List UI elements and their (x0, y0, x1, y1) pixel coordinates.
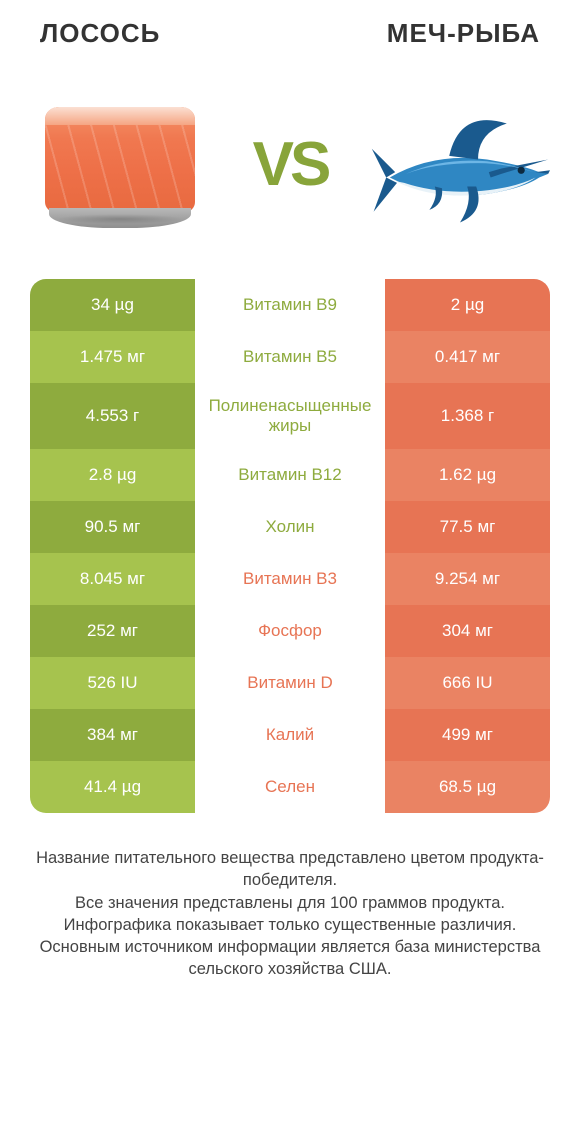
swordfish-icon (370, 89, 550, 239)
footer-notes: Название питательного вещества представл… (20, 847, 560, 981)
table-row: 41.4 µgСелен68.5 µg (30, 761, 550, 813)
nutrient-table: 34 µgВитамин B92 µg1.475 мгВитамин B50.4… (30, 279, 550, 813)
table-row: 384 мгКалий499 мг (30, 709, 550, 761)
footer-line: Название питательного вещества представл… (20, 847, 560, 892)
value-right: 0.417 мг (385, 331, 550, 383)
nutrient-label: Фосфор (195, 605, 385, 657)
value-right: 1.368 г (385, 383, 550, 449)
table-row: 34 µgВитамин B92 µg (30, 279, 550, 331)
value-right: 499 мг (385, 709, 550, 761)
nutrient-label: Холин (195, 501, 385, 553)
salmon-image (30, 89, 210, 239)
value-right: 68.5 µg (385, 761, 550, 813)
nutrient-label: Витамин D (195, 657, 385, 709)
value-left: 4.553 г (30, 383, 195, 449)
value-left: 1.475 мг (30, 331, 195, 383)
nutrient-label: Калий (195, 709, 385, 761)
value-left: 90.5 мг (30, 501, 195, 553)
nutrient-label: Селен (195, 761, 385, 813)
value-left: 41.4 µg (30, 761, 195, 813)
value-left: 252 мг (30, 605, 195, 657)
table-row: 1.475 мгВитамин B50.417 мг (30, 331, 550, 383)
nutrient-label: Полиненасыщенные жиры (195, 383, 385, 449)
nutrient-label: Витамин B12 (195, 449, 385, 501)
value-left: 526 IU (30, 657, 195, 709)
table-row: 2.8 µgВитамин B121.62 µg (30, 449, 550, 501)
table-row: 252 мгФосфор304 мг (30, 605, 550, 657)
images-row: VS (0, 59, 580, 279)
title-right: МЕЧ-РЫБА (387, 18, 540, 49)
value-left: 34 µg (30, 279, 195, 331)
value-right: 2 µg (385, 279, 550, 331)
table-row: 8.045 мгВитамин B39.254 мг (30, 553, 550, 605)
nutrient-label: Витамин B3 (195, 553, 385, 605)
table-row: 90.5 мгХолин77.5 мг (30, 501, 550, 553)
footer-line: Все значения представлены для 100 граммо… (20, 892, 560, 914)
value-right: 666 IU (385, 657, 550, 709)
value-left: 8.045 мг (30, 553, 195, 605)
value-right: 1.62 µg (385, 449, 550, 501)
value-right: 9.254 мг (385, 553, 550, 605)
title-left: ЛОСОСЬ (40, 18, 160, 49)
footer-line: Основным источником информации является … (20, 936, 560, 981)
table-row: 4.553 гПолиненасыщенные жиры1.368 г (30, 383, 550, 449)
footer-line: Инфографика показывает только существенн… (20, 914, 560, 936)
value-right: 77.5 мг (385, 501, 550, 553)
value-left: 384 мг (30, 709, 195, 761)
value-left: 2.8 µg (30, 449, 195, 501)
table-row: 526 IUВитамин D666 IU (30, 657, 550, 709)
nutrient-label: Витамин B9 (195, 279, 385, 331)
swordfish-image (370, 89, 550, 239)
value-right: 304 мг (385, 605, 550, 657)
vs-label: VS (253, 129, 328, 200)
nutrient-label: Витамин B5 (195, 331, 385, 383)
header: ЛОСОСЬ МЕЧ-РЫБА (0, 0, 580, 59)
